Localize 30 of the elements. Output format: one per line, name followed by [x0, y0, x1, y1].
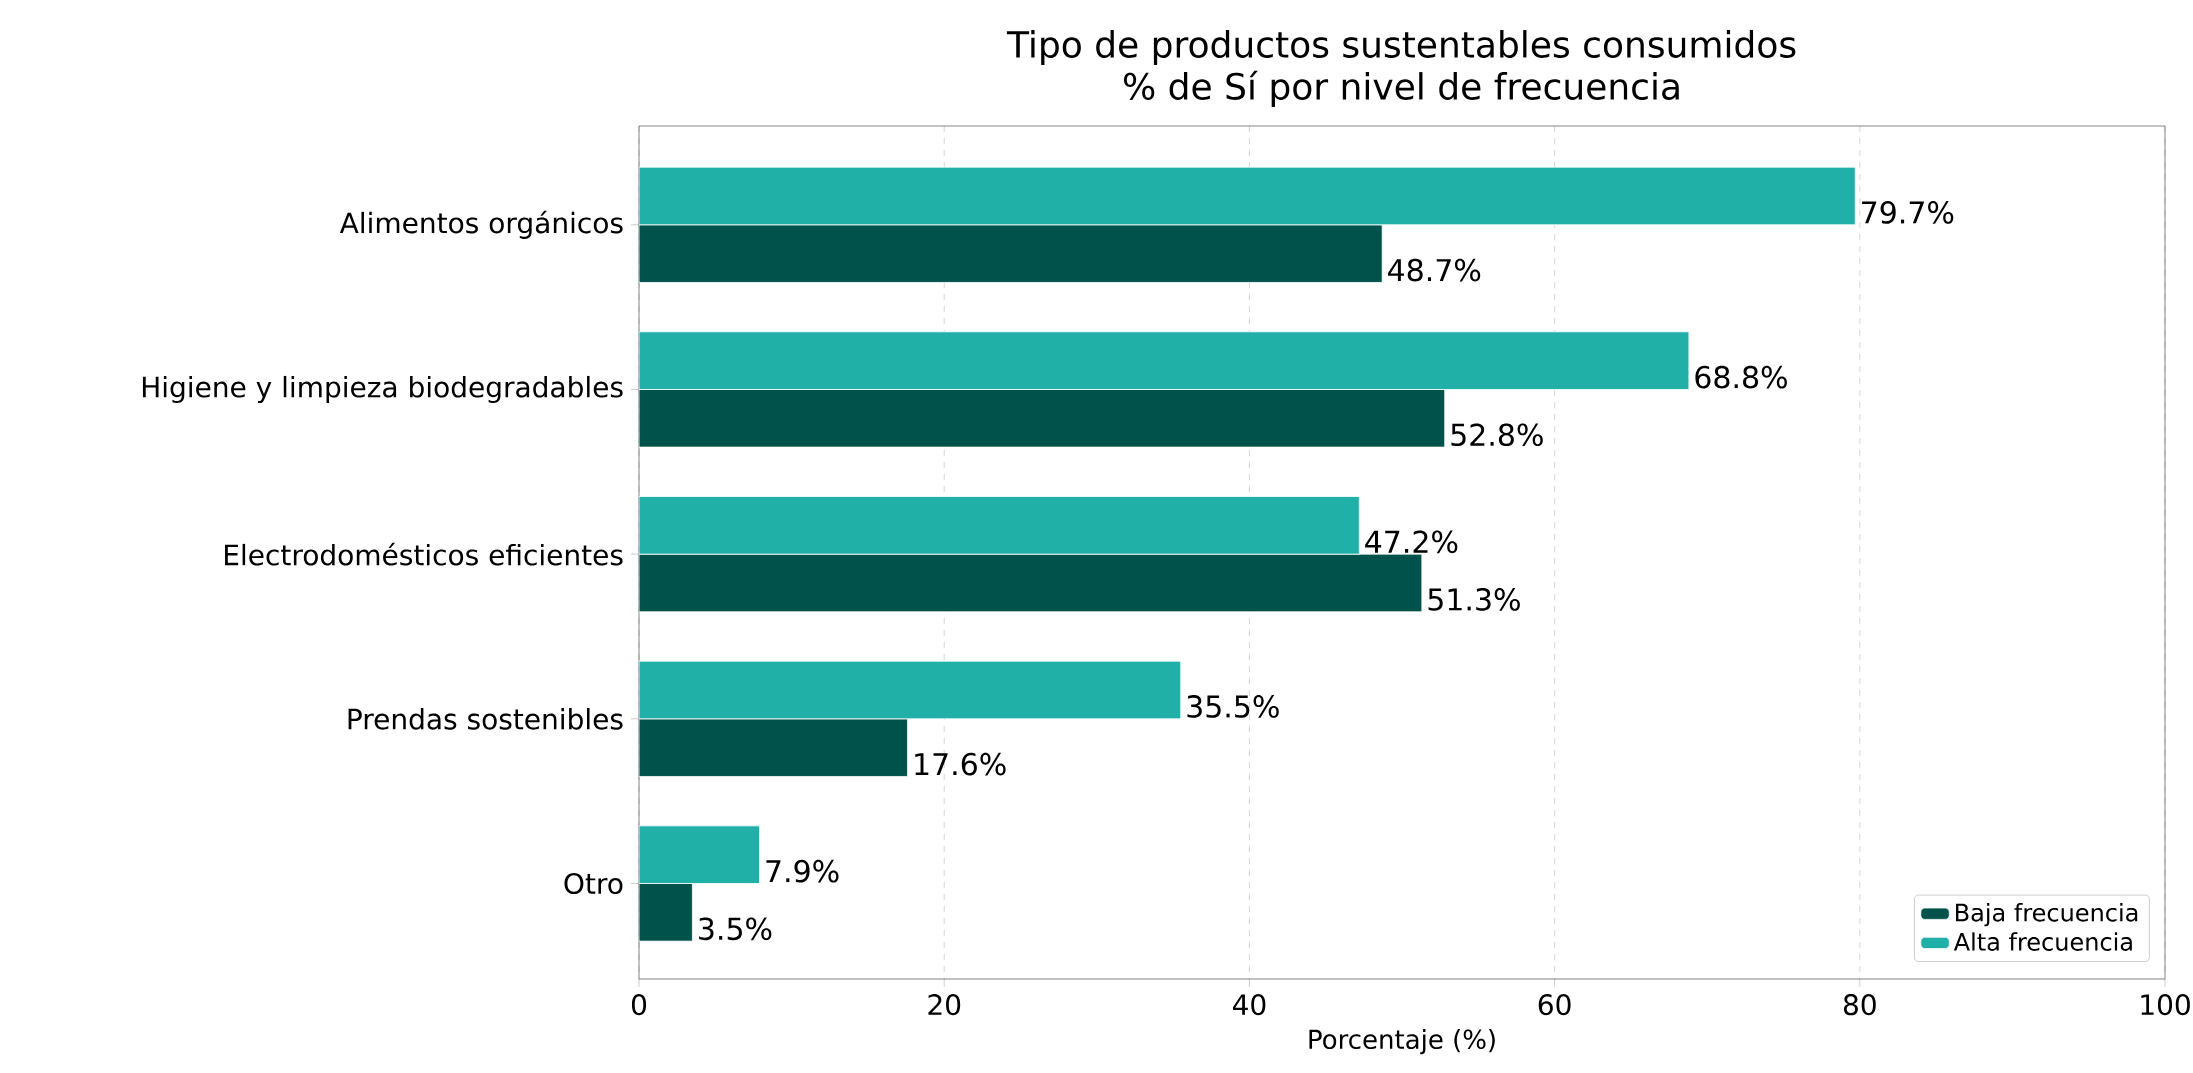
data-label: 3.5%: [699, 917, 772, 941]
y-tick-label: Higiene y limpieza biodegradables: [142, 375, 623, 404]
data-label: 47.2%: [1365, 530, 1458, 554]
x-tick-label: 80: [1843, 994, 1876, 1016]
x-tick-label: 20: [928, 994, 961, 1016]
x-tick-label: 60: [1538, 994, 1571, 1016]
bar: [639, 389, 1446, 448]
y-tick-label: Electrodomésticos eficientes: [225, 542, 623, 566]
x-tick-label: 100: [2141, 994, 2190, 1016]
x-tick-label: 40: [1232, 994, 1266, 1016]
data-label: 51.3%: [1428, 588, 1520, 611]
data-label: 52.8%: [1451, 423, 1543, 447]
x-tick-label: 0: [631, 994, 647, 1016]
y-tick-label: Prendas sostenibles: [348, 708, 623, 730]
data-label: 48.7%: [1388, 258, 1481, 282]
data-label: 79.7%: [1862, 201, 1954, 224]
bar: [639, 553, 1423, 613]
data-label: 7.9%: [766, 859, 839, 883]
y-tick-label: Otro: [564, 872, 623, 895]
data-label: 35.5%: [1187, 695, 1279, 718]
x-axis-title: Porcentaje (%): [1309, 1028, 1495, 1055]
bar: [639, 718, 908, 777]
legend-label: Baja frecuencia: [1956, 903, 2138, 927]
legend-label: Alta frecuencia: [1953, 932, 2132, 951]
chart-title: Tipo de productos sustentables consumidos % de Sí por nivel de frecuencia: [1006, 30, 1796, 107]
bar: [639, 224, 1383, 283]
bar: [639, 883, 693, 942]
data-label: 17.6%: [915, 752, 1006, 776]
data-label: 68.8%: [1695, 365, 1787, 389]
y-tick-label: Alimentos orgánicos: [339, 210, 623, 239]
